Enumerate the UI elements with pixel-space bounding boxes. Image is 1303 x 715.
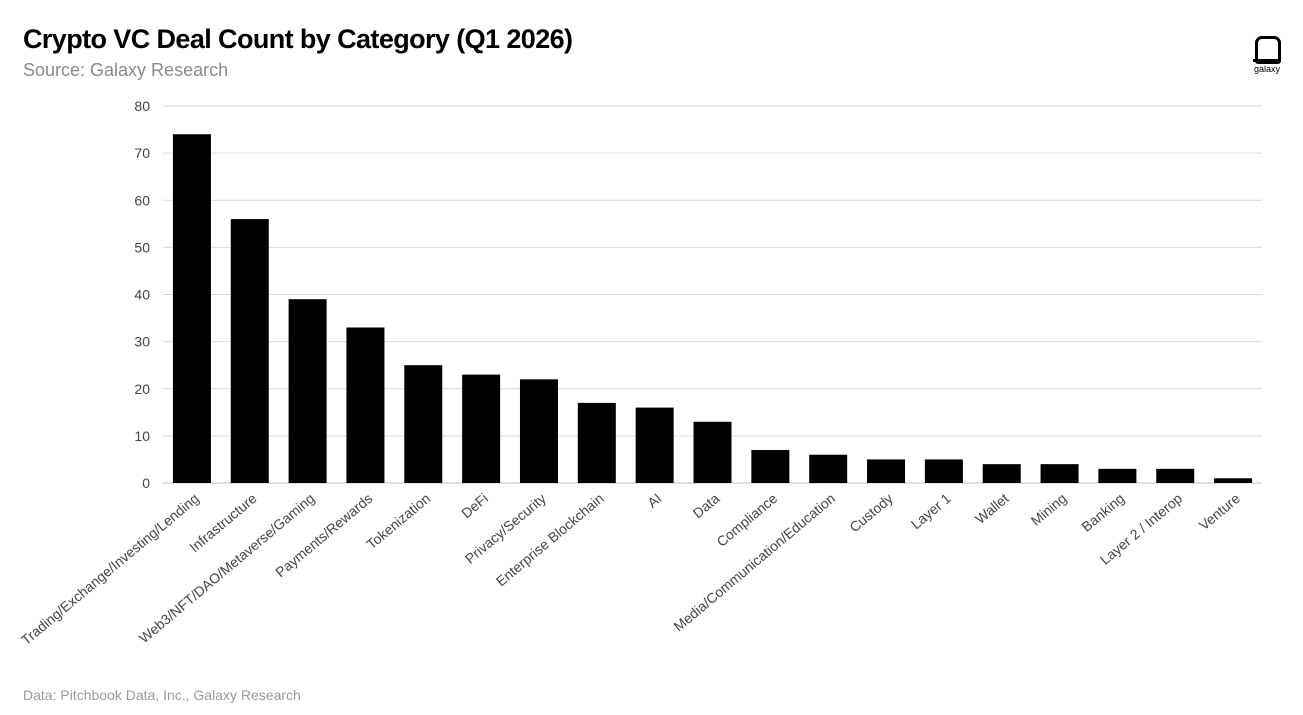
x-tick-label: Banking xyxy=(1078,490,1127,535)
x-tick-label: Trading/Exchange/Investing/Lending xyxy=(18,490,202,648)
bar xyxy=(867,459,906,483)
y-tick-label: 60 xyxy=(134,192,150,208)
x-tick-label: Tokenization xyxy=(363,490,433,552)
bar xyxy=(519,379,558,483)
bar xyxy=(1040,464,1079,483)
x-tick-label: Venture xyxy=(1196,490,1243,533)
x-tick-label: Enterprise Blockchain xyxy=(493,490,607,589)
x-tick-label: Payments/Rewards xyxy=(272,490,375,580)
bar xyxy=(751,450,790,483)
x-tick-label: Wallet xyxy=(972,490,1012,527)
y-tick-label: 20 xyxy=(134,381,150,397)
y-tick-label: 0 xyxy=(142,475,150,491)
bar xyxy=(1098,468,1137,483)
bar xyxy=(982,464,1021,483)
data-source-footer: Data: Pitchbook Data, Inc., Galaxy Resea… xyxy=(23,687,301,703)
x-tick-label: Data xyxy=(689,490,722,521)
x-tick-label: Mining xyxy=(1028,490,1070,529)
x-tick-label: Layer 1 xyxy=(908,490,954,532)
x-tick-label: AI xyxy=(644,490,664,511)
bar xyxy=(404,365,443,483)
y-tick-label: 10 xyxy=(134,428,150,444)
chart-title: Crypto VC Deal Count by Category (Q1 202… xyxy=(23,24,573,54)
bar xyxy=(1156,468,1195,483)
bar xyxy=(230,219,269,483)
bar xyxy=(577,402,616,483)
x-tick-label: Custody xyxy=(846,490,896,535)
y-tick-label: 40 xyxy=(134,287,150,303)
galaxy-logo-base xyxy=(1253,59,1281,62)
y-tick-label: 30 xyxy=(134,334,150,350)
bar xyxy=(693,421,732,483)
bar xyxy=(1214,478,1253,483)
bar xyxy=(809,454,848,483)
bar xyxy=(462,374,501,483)
y-tick-label: 50 xyxy=(134,239,150,255)
galaxy-logo: galaxy xyxy=(1248,36,1286,76)
bar xyxy=(346,327,385,483)
bar xyxy=(924,459,963,483)
y-tick-label: 80 xyxy=(134,98,150,114)
bar xyxy=(635,407,674,483)
bar xyxy=(288,299,327,483)
bar xyxy=(172,134,211,483)
x-tick-label: DeFi xyxy=(458,490,491,521)
galaxy-logo-icon xyxy=(1255,36,1281,64)
y-tick-label: 70 xyxy=(134,145,150,161)
galaxy-logo-text: galaxy xyxy=(1253,64,1280,74)
chart-subtitle: Source: Galaxy Research xyxy=(23,60,229,80)
